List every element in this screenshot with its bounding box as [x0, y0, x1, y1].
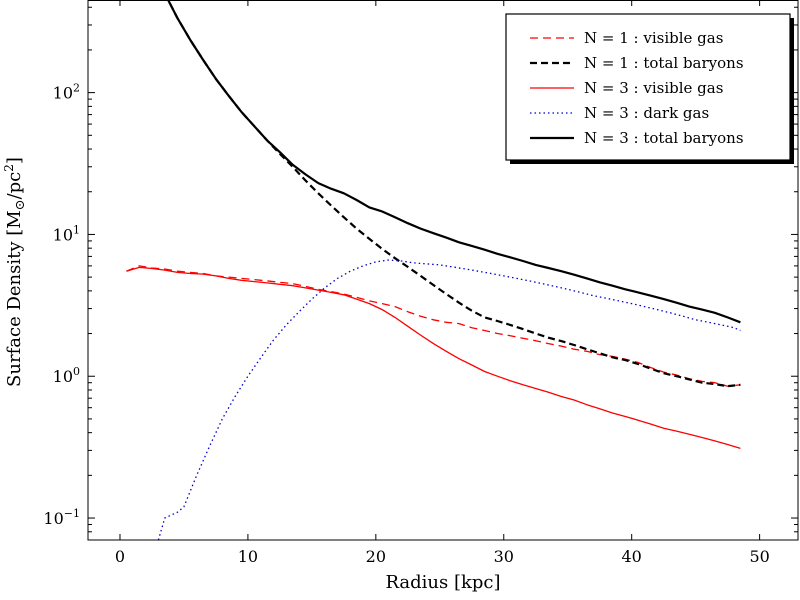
x-tick-label-10: 10: [238, 547, 258, 566]
x-tick-label-30: 30: [494, 547, 514, 566]
y-tick-base: 10: [53, 225, 73, 244]
x-tick-label-50: 50: [749, 547, 769, 566]
legend-box: [505, 13, 791, 161]
y-axis-title-close: ]: [4, 157, 25, 164]
x-tick-label-40: 40: [622, 547, 642, 566]
legend-label-2: N = 1 : total baryons: [584, 54, 744, 72]
x-tick-label-20: 20: [366, 547, 386, 566]
y-tick-label-100: 102: [53, 82, 80, 103]
y-tick-exponent: 2: [73, 82, 80, 95]
y-tick-exponent: −1: [64, 507, 80, 520]
y-tick-label-10: 101: [53, 223, 80, 244]
legend: N = 1 : visible gas N = 1 : total baryons…: [505, 13, 794, 164]
legend-label-5: N = 3 : total baryons: [584, 129, 744, 147]
y-tick-exponent: 0: [73, 365, 80, 378]
y-tick-label-1: 100: [53, 365, 80, 386]
y-axis-title-main: Surface Density [M: [4, 210, 25, 387]
plot-frame: [87, 0, 799, 541]
x-axis-title: Radius [kpc]: [385, 572, 500, 593]
series-layer: [126, 0, 741, 540]
y-axis-title-sub: ⊙: [13, 199, 28, 210]
axes-layer: [87, 0, 799, 541]
y-axis-title-sup: 2: [2, 164, 16, 172]
y-tick-base: 10: [53, 367, 73, 386]
y-tick-base: 10: [53, 84, 73, 103]
series-line-4: [157, 259, 741, 540]
y-tick-base: 10: [43, 509, 63, 528]
series-line-3: [126, 266, 741, 450]
y-tick-label-0.1: 10−1: [43, 507, 80, 528]
y-tick-exponent: 1: [73, 223, 80, 236]
series-line-5: [166, 0, 741, 324]
legend-label-3: N = 3 : visible gas: [584, 79, 723, 97]
legend-label-1: N = 1 : visible gas: [584, 29, 723, 47]
y-axis-title: Surface Density [M⊙/pc2]: [2, 157, 28, 387]
series-line-1: [126, 265, 741, 387]
legend-label-4: N = 3 : dark gas: [584, 104, 709, 122]
y-axis-title-tail: /pc: [4, 172, 25, 200]
x-tick-label-0: 0: [115, 547, 125, 566]
